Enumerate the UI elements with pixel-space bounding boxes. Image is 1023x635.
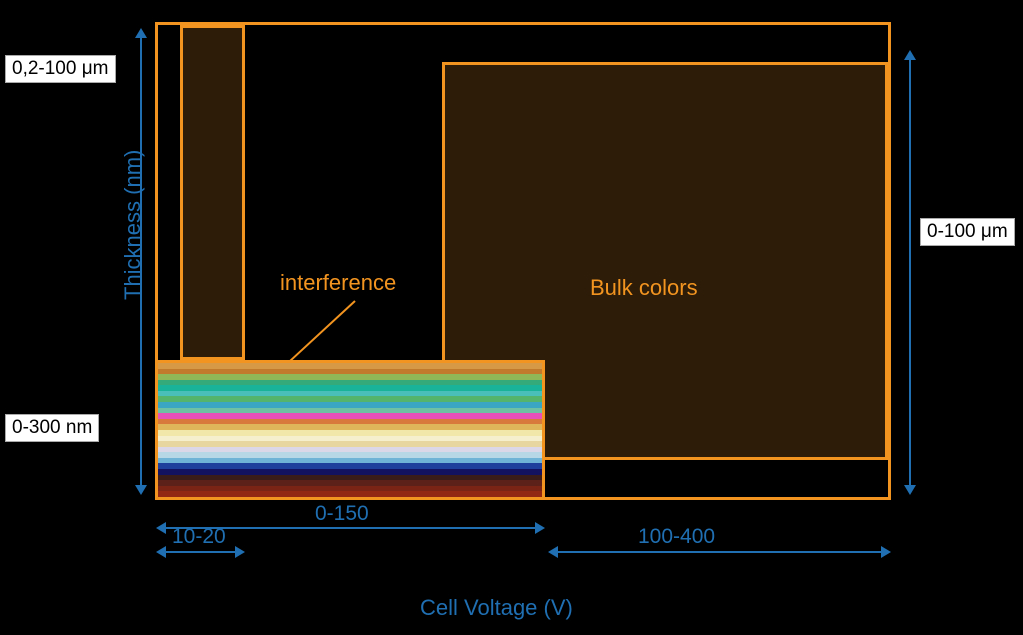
thin-region-box (180, 25, 245, 360)
x-axis-label: Cell Voltage (V) (420, 595, 573, 621)
y-range-upper-label: 0,2-100 μm (5, 55, 116, 83)
x-range-bulk-label: 100-400 (638, 525, 715, 549)
interference-label: interference (280, 270, 396, 296)
y-range-right-label: 0-100 μm (920, 218, 1015, 246)
y-axis-label: Thickness (nm) (120, 150, 146, 300)
bulk-colors-label: Bulk colors (590, 275, 698, 301)
x-range-interference-label: 0-150 (315, 502, 369, 526)
interference-band (155, 360, 545, 500)
interference-stripe (158, 491, 542, 497)
y-range-lower-label: 0-300 nm (5, 414, 99, 442)
figure-canvas: 0,2-100 μm 0-300 nm 0-100 μm interferenc… (0, 0, 1023, 635)
